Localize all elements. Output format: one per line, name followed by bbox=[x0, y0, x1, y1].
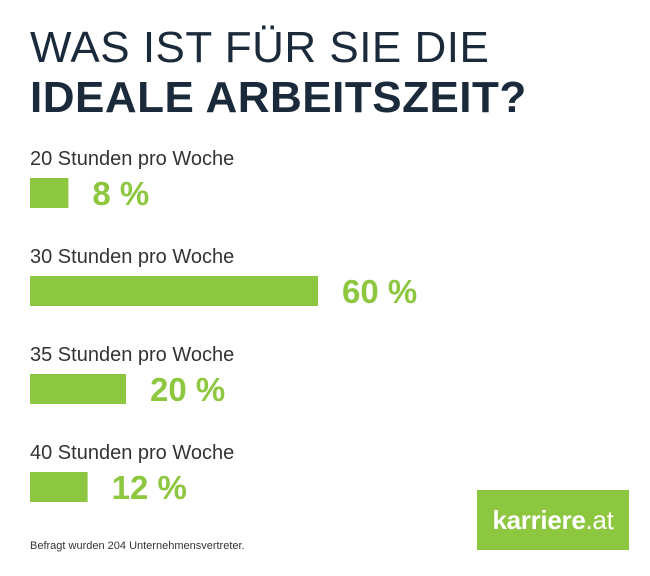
title-line-2: IDEALE ARBEITSZEIT? bbox=[30, 73, 527, 122]
title-line-1: WAS IST FÜR SIE DIE bbox=[30, 23, 490, 72]
bar bbox=[30, 276, 318, 306]
logo-suffix: .at bbox=[585, 504, 614, 535]
category-label: 35 Stunden pro Woche bbox=[30, 344, 234, 366]
category-label: 20 Stunden pro Woche bbox=[30, 148, 234, 170]
category-label: 40 Stunden pro Woche bbox=[30, 442, 234, 464]
karriere-logo: karriere .at bbox=[477, 490, 629, 550]
value-label: 12 % bbox=[112, 469, 187, 506]
value-label: 20 % bbox=[150, 371, 225, 408]
bar bbox=[30, 374, 126, 404]
chart-title: WAS IST FÜR SIE DIE IDEALE ARBEITSZEIT? bbox=[30, 26, 527, 120]
value-label: 8 % bbox=[92, 175, 149, 212]
bar bbox=[30, 178, 69, 208]
bar bbox=[30, 472, 88, 502]
category-label: 30 Stunden pro Woche bbox=[30, 246, 234, 268]
footnote: Befragt wurden 204 Unternehmensvertreter… bbox=[30, 540, 245, 552]
value-label: 60 % bbox=[342, 273, 417, 310]
logo-text: karriere bbox=[492, 504, 586, 535]
